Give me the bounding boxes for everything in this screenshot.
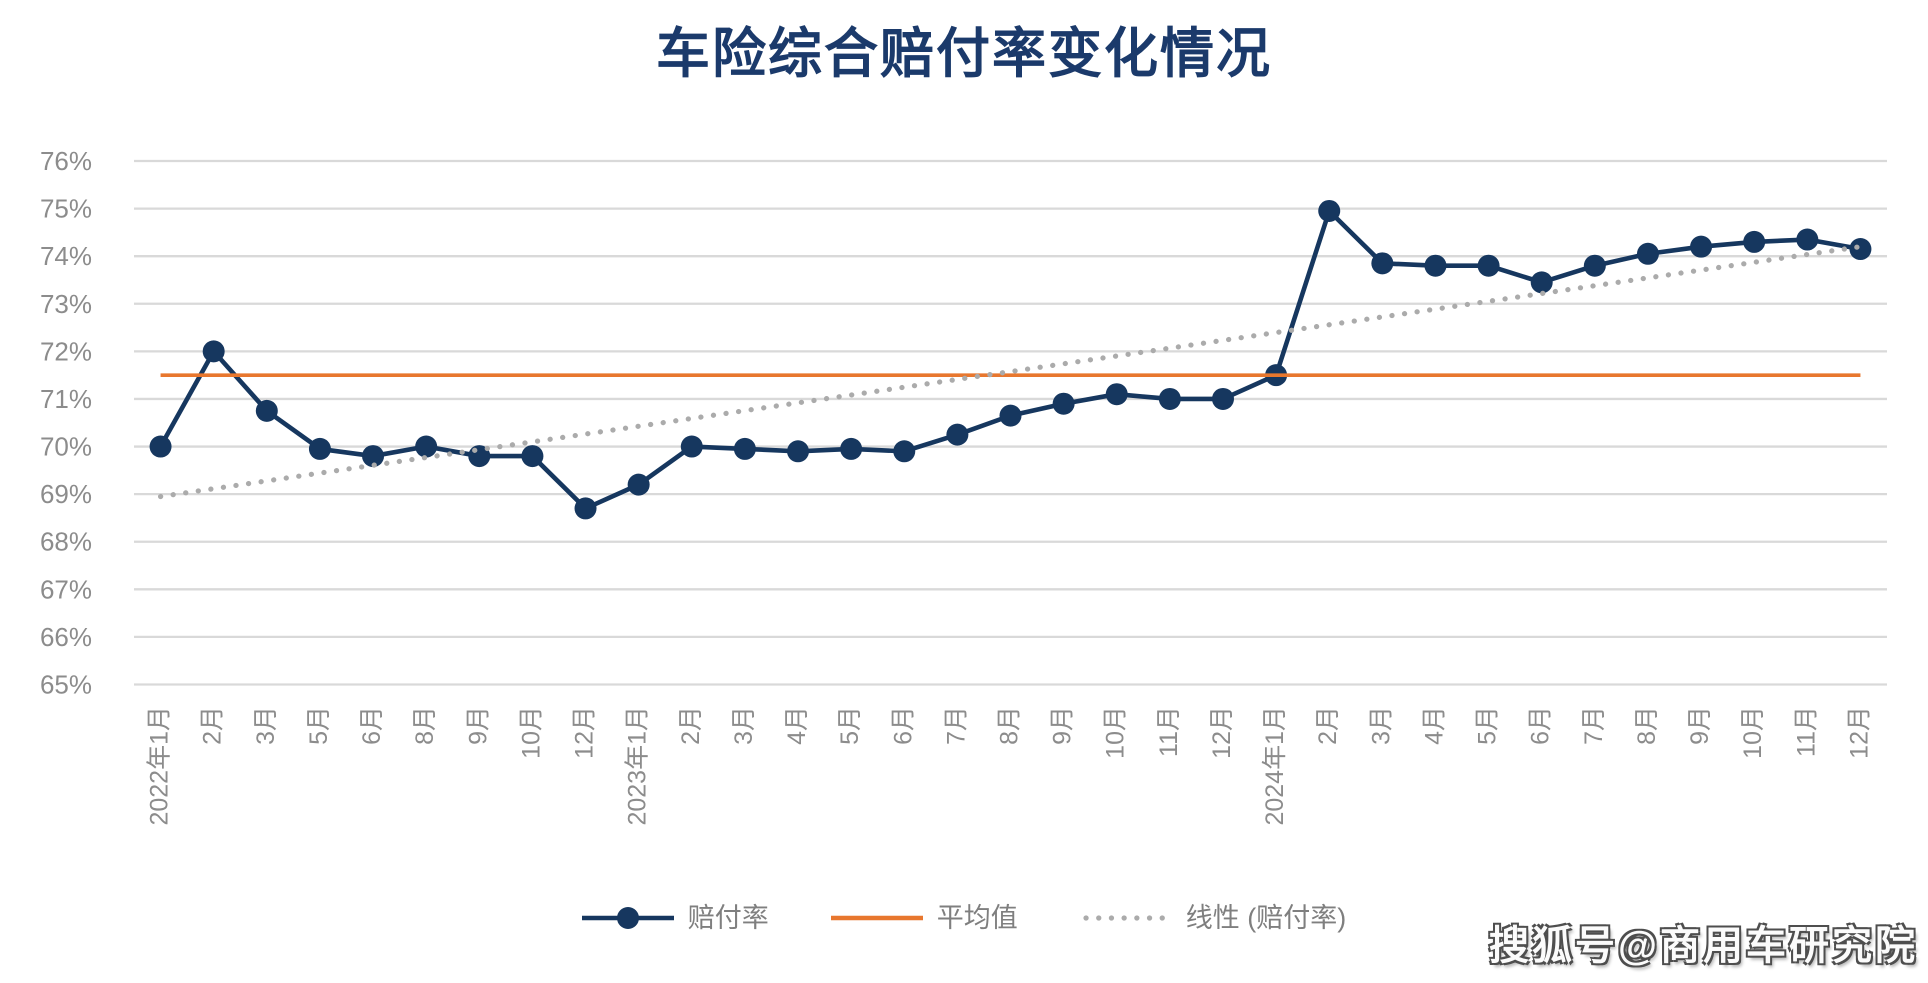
data-point [1583, 254, 1606, 277]
y-axis-label: 69% [40, 479, 92, 509]
x-axis-label: 3月 [252, 706, 280, 745]
legend-item: 赔付率 [581, 903, 769, 933]
x-axis-label: 12月 [571, 706, 599, 759]
data-point [1636, 242, 1659, 265]
y-axis-label: 66% [40, 622, 92, 652]
x-axis-label: 5月 [305, 706, 333, 745]
x-axis-label: 2月 [677, 706, 705, 745]
x-axis-label: 6月 [889, 706, 917, 745]
data-point [1318, 199, 1341, 222]
data-point [574, 497, 597, 520]
x-axis-label: 11月 [1792, 706, 1820, 757]
chart-title: 车险综合赔付率变化情况 [656, 24, 1272, 84]
data-point [1849, 238, 1872, 261]
data-point [1105, 383, 1128, 406]
x-axis-label: 8月 [996, 706, 1024, 745]
data-point [946, 423, 969, 446]
x-axis-label: 6月 [358, 706, 386, 745]
y-axis-label: 73% [40, 289, 92, 319]
x-axis-label: 11月 [1155, 706, 1183, 757]
data-point [1158, 387, 1181, 410]
trend-line [157, 244, 1864, 500]
x-axis-label: 8月 [1633, 706, 1661, 745]
x-axis-label: 10月 [1739, 706, 1767, 759]
data-point [893, 440, 916, 463]
x-axis-label: 8月 [411, 706, 439, 745]
legend-dotted-line-swatch [1083, 915, 1169, 921]
x-axis-label: 10月 [517, 706, 545, 759]
data-point [1371, 252, 1394, 275]
x-axis-label: 6月 [1527, 706, 1555, 745]
data-point [255, 399, 278, 422]
legend-item: 线性 (赔付率) [1080, 903, 1346, 933]
y-axis-label: 68% [40, 527, 92, 557]
x-axis-label: 9月 [1049, 706, 1077, 745]
data-point [1690, 235, 1713, 258]
data-point [1796, 228, 1819, 251]
data-point [999, 404, 1022, 427]
y-axis-label: 75% [40, 194, 92, 224]
legend-label: 线性 (赔付率) [1185, 903, 1347, 933]
x-axis-label: 2月 [199, 706, 227, 745]
x-axis-label: 10月 [1102, 706, 1130, 759]
x-axis-label: 12月 [1845, 706, 1873, 759]
x-axis-label: 7月 [1580, 706, 1608, 745]
legend-line-marker-swatch [581, 907, 674, 929]
data-point [840, 437, 863, 460]
data-point [202, 340, 225, 363]
data-point [1052, 392, 1075, 415]
y-axis-label: 76% [40, 146, 92, 176]
x-axis-label: 2024年1月 [1261, 706, 1289, 826]
data-point [415, 435, 438, 458]
x-axis-label: 5月 [836, 706, 864, 745]
x-axis-label: 5月 [1474, 706, 1502, 745]
y-axis-label: 71% [40, 384, 92, 414]
x-axis-label: 2022年1月 [146, 706, 174, 826]
data-point [1424, 254, 1447, 277]
x-axis-label: 12月 [1208, 706, 1236, 759]
watermark-text: 搜狐号@商用车研究院 [1488, 924, 1918, 968]
x-axis-label: 2月 [1314, 706, 1342, 745]
x-axis-label: 7月 [942, 706, 970, 745]
y-axis-label: 65% [40, 670, 92, 700]
x-axis-label: 3月 [730, 706, 758, 745]
legend-line-swatch [830, 915, 923, 921]
x-axis-label: 4月 [783, 706, 811, 745]
data-point [627, 473, 650, 496]
data-point [1477, 254, 1500, 277]
data-point [521, 445, 544, 468]
legend-label: 赔付率 [687, 903, 769, 933]
legend-label: 平均值 [936, 903, 1018, 933]
y-axis-label: 74% [40, 241, 92, 271]
y-axis-label: 72% [40, 336, 92, 366]
data-point [1211, 387, 1234, 410]
data-point [362, 445, 385, 468]
data-point [1530, 271, 1553, 294]
x-axis-label: 9月 [1686, 706, 1714, 745]
data-point [1743, 230, 1766, 253]
data-point [733, 437, 756, 460]
data-point [680, 435, 703, 458]
x-axis-label: 9月 [464, 706, 492, 745]
legend-item: 平均值 [830, 903, 1018, 933]
data-point [149, 435, 172, 458]
data-point [787, 440, 810, 463]
y-axis-label: 70% [40, 432, 92, 462]
data-point [308, 437, 331, 460]
chart-legend: 赔付率 平均值 线性 (赔付率) [0, 903, 1928, 933]
x-axis-label: 4月 [1420, 706, 1448, 745]
y-axis-label: 67% [40, 574, 92, 604]
x-axis-label: 2023年1月 [624, 706, 652, 826]
x-axis-label: 3月 [1367, 706, 1395, 745]
